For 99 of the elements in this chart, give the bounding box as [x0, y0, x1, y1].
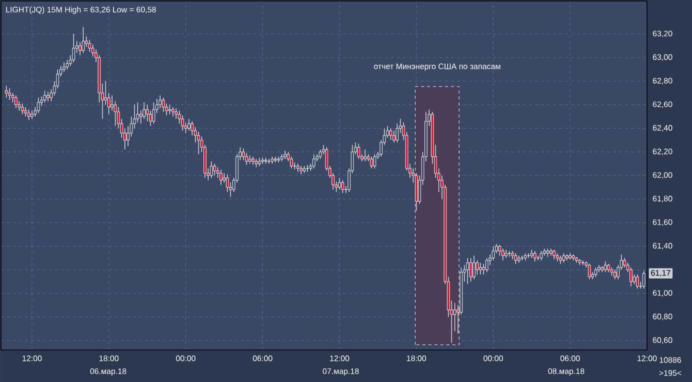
candlestick: [472, 255, 476, 280]
candlestick: [504, 249, 508, 258]
y-tick-label: 61,80: [652, 196, 672, 202]
candlestick: [78, 42, 82, 56]
candlestick: [559, 255, 562, 264]
candlestick: [562, 253, 566, 264]
x-tick-label: 00:00: [176, 356, 196, 362]
candlestick: [482, 264, 486, 275]
band-label: отчет Минэнерго США по запасам: [374, 64, 500, 71]
candlestick: [604, 261, 607, 272]
candlestick: [210, 161, 213, 178]
candlestick: [514, 253, 518, 264]
y-tick-label: 61,00: [652, 290, 672, 297]
candlestick: [8, 88, 11, 100]
candlestick: [594, 267, 598, 278]
x-tick-label: 06:00: [252, 356, 272, 362]
candlestick: [139, 110, 142, 124]
candlestick: [226, 174, 229, 192]
candlestick: [533, 250, 536, 262]
y-tick-label: 61,40: [652, 242, 672, 250]
candlestick: [152, 102, 156, 124]
candlestick: [24, 106, 27, 117]
candlestick: [485, 258, 488, 272]
candlestick: [82, 26, 85, 54]
candlestick: [27, 109, 30, 120]
candlestick: [172, 106, 174, 117]
candlestick: [364, 149, 367, 162]
y-tick-label: 63,00: [652, 54, 672, 61]
candlestick: [168, 104, 172, 114]
candlestick: [46, 91, 50, 102]
x-tick-label: 12:00: [22, 356, 42, 362]
text: 06.мар.18: [90, 368, 126, 376]
candlestick: [338, 178, 341, 190]
candlestick: [158, 95, 162, 109]
candlestick: [36, 97, 40, 114]
candlestick: [453, 302, 456, 332]
candlestick: [501, 248, 504, 261]
candlestick: [85, 36, 88, 48]
y-tick-label: 62,40: [652, 125, 672, 132]
x-tick-label: 06:00: [560, 356, 580, 362]
candlestick: [466, 258, 470, 284]
candlestick: [318, 149, 322, 160]
candlestick: [252, 156, 254, 166]
x-tick-label: 12:00: [638, 356, 657, 362]
candlestick: [290, 156, 293, 169]
candlestick: [4, 86, 8, 98]
candlestick: [396, 123, 399, 143]
candlestick: [552, 249, 556, 260]
x-tick-label: 18:00: [406, 356, 426, 362]
candlestick: [312, 154, 316, 169]
candlestick: [174, 108, 178, 120]
x-tick-label: 00:00: [484, 356, 503, 362]
y-tick-label: 62,80: [652, 78, 672, 84]
candlestick: [469, 258, 472, 282]
candlestick: [110, 95, 114, 111]
text: >195<: [659, 370, 682, 376]
y-tick-label: 62,00: [652, 172, 672, 179]
candlestick: [373, 154, 376, 169]
candlestick: [220, 169, 222, 186]
candlestick: [245, 152, 248, 166]
candlestick: [614, 270, 616, 280]
candlestick: [341, 180, 344, 194]
y-tick-label: 60,80: [652, 314, 672, 320]
candlestick: [30, 110, 34, 120]
candlestick: [20, 103, 24, 114]
annotation: 61,17: [651, 270, 670, 277]
text: LIGHT(JQ) 15M High = 63,26 Low = 60,58: [6, 6, 156, 14]
y-tick-label: 62,60: [652, 101, 672, 108]
candlestick: [213, 163, 216, 176]
candlestick: [43, 90, 46, 103]
candlestick: [392, 130, 396, 143]
candlestick: [357, 143, 360, 160]
candlestick: [300, 166, 302, 175]
candlestick: [370, 156, 373, 169]
candlestick: [62, 62, 66, 72]
candlestick: [104, 80, 108, 106]
y-tick-label: 61,60: [652, 219, 672, 226]
x-tick-label: 12:00: [330, 356, 350, 362]
y-tick-label: 60,60: [652, 337, 672, 344]
y-tick-label: 63,20: [652, 30, 672, 38]
candlestick: [540, 250, 543, 261]
text: 08.мар.18: [548, 368, 584, 376]
candlestick: [146, 104, 149, 122]
candlestick: [72, 34, 76, 63]
candlestick: [284, 150, 286, 160]
text: 07.мар.18: [322, 368, 359, 376]
candlestick: [636, 274, 639, 289]
candlestick: [14, 95, 18, 109]
candlestick: [492, 246, 495, 261]
candlestick: [588, 264, 591, 280]
candlestick: [142, 102, 146, 120]
candlestick: [479, 262, 482, 275]
candlestick: [162, 97, 165, 112]
candlestick: [623, 258, 626, 268]
candlestick: [306, 164, 309, 172]
text: 10886: [660, 357, 682, 363]
y-tick-label: 62,20: [652, 148, 672, 156]
candlestick: [188, 118, 190, 131]
x-tick-label: 18:00: [99, 356, 119, 362]
